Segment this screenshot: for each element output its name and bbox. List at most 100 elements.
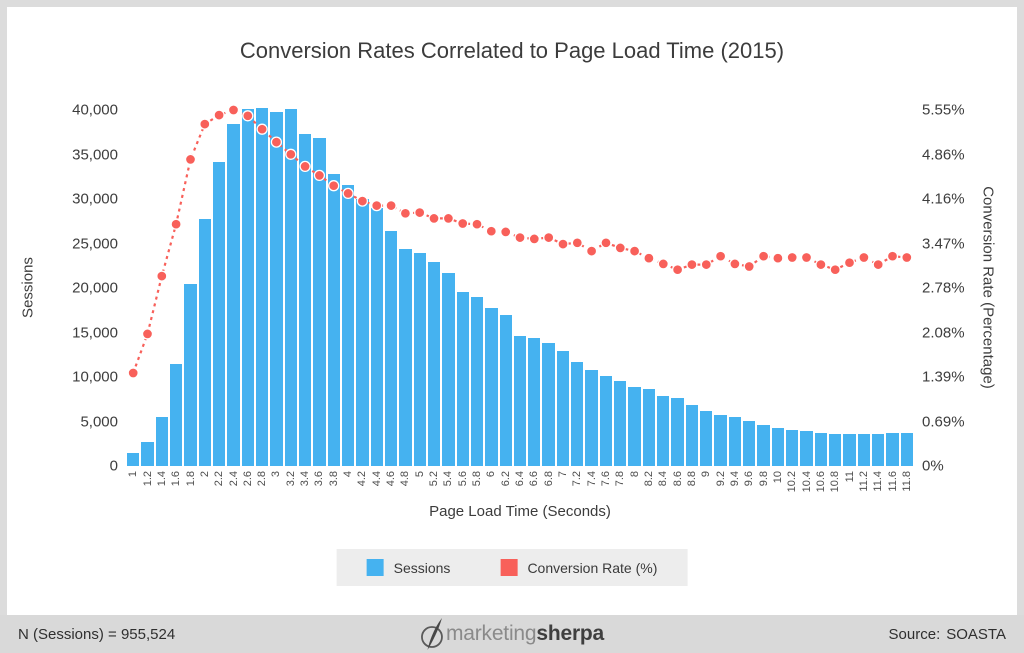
session-bar (442, 272, 455, 466)
footer: N (Sessions) = 955,524 marketing sherpa S… (0, 615, 1024, 653)
x-axis-tick: 2.8 (256, 471, 269, 487)
session-bar (814, 433, 828, 466)
x-axis-tick: 4.6 (385, 471, 398, 487)
conversion-rate-point (270, 136, 283, 148)
conversion-rate-point (184, 153, 197, 166)
legend-swatch (500, 559, 518, 576)
session-bar (413, 253, 426, 466)
conversion-rate-point (256, 123, 268, 135)
x-axis-tick: 6.8 (542, 471, 555, 487)
session-bar (757, 425, 770, 466)
x-axis-tick: 11.8 (900, 471, 913, 492)
session-bar (571, 361, 584, 466)
logo-text-marketing: marketing (445, 622, 537, 645)
session-bar (427, 262, 441, 466)
bars-layer (126, 108, 914, 466)
x-axis-tick: 2 (198, 471, 211, 478)
conversion-rate-point (657, 258, 669, 270)
conversion-rate-point (213, 109, 225, 121)
conversion-rate-point (356, 195, 369, 207)
session-bar (614, 380, 627, 466)
session-bar (298, 134, 312, 466)
session-bar (886, 433, 899, 466)
conversion-rate-point (643, 252, 655, 264)
session-bar (499, 314, 512, 466)
x-axis-tick: 7.2 (571, 471, 584, 487)
session-bar (585, 369, 598, 466)
session-bar (786, 429, 799, 466)
conversion-rate-point (901, 251, 913, 264)
session-bar (327, 174, 340, 466)
y-axis-right-tick: 2.78% (922, 279, 965, 297)
x-axis-tick: 3.2 (284, 471, 297, 487)
x-axis-tick: 9.2 (714, 471, 727, 487)
conversion-rate-point (714, 250, 727, 262)
session-bar (800, 431, 813, 466)
session-bar (528, 337, 541, 466)
x-axis-tick: 4.2 (356, 471, 369, 487)
y-axis-left-tick: 0 (109, 457, 118, 475)
session-bar (642, 389, 656, 466)
session-bar (313, 138, 326, 466)
conversion-rate-point (757, 250, 770, 262)
y-axis-title-left: Sessions (19, 257, 37, 318)
session-bar (399, 248, 412, 466)
x-axis-tick: 9 (700, 471, 713, 478)
conversion-rate-point (671, 264, 684, 276)
conversion-rate-point (428, 212, 440, 225)
session-bar (671, 398, 684, 466)
x-axis-tick: 4.4 (370, 471, 383, 487)
x-axis-tick: 5.6 (456, 471, 469, 487)
source-value: SOASTA (946, 625, 1006, 643)
x-axis-tick: 1.2 (141, 471, 154, 487)
y-axis-right-tick: 0% (922, 457, 944, 475)
marketingsherpa-leaf-icon (421, 618, 443, 650)
conversion-rate-point (614, 242, 626, 254)
session-bar (456, 291, 469, 466)
session-bar (470, 296, 484, 466)
x-axis-tick: 5.4 (442, 471, 455, 487)
logo-text-sherpa: sherpa (536, 622, 605, 645)
x-axis-tick: 3.6 (313, 471, 326, 487)
x-axis-tick: 6.2 (499, 471, 512, 487)
x-axis-tick: 7.8 (614, 471, 627, 487)
session-bar (857, 433, 871, 466)
x-axis-tick: 4 (342, 471, 355, 478)
session-bar (241, 109, 254, 466)
session-bar (599, 376, 613, 466)
x-axis-tick: 10.6 (814, 471, 827, 493)
y-axis-left-tick: 5,000 (80, 413, 118, 430)
x-axis-tick: 9.6 (743, 471, 756, 487)
x-axis-tick: 4.8 (399, 471, 412, 487)
x-axis-tick: 3.8 (327, 471, 340, 487)
session-bar (728, 417, 742, 466)
x-axis-tick: 1.8 (184, 471, 197, 487)
x-axis-tick: 1 (127, 471, 140, 478)
conversion-rate-point (328, 180, 340, 192)
x-axis-tick: 10.2 (786, 471, 799, 493)
page-title: Conversion Rates Correlated to Page Load… (239, 38, 785, 63)
y-axis-right-tick: 4.16% (922, 190, 965, 208)
x-axis-tick: 8.4 (657, 471, 670, 487)
conversion-rate-point (285, 148, 297, 160)
x-axis-tick: 7.4 (585, 471, 598, 487)
x-axis-tick: 6 (485, 471, 498, 478)
y-axis-right-tick: 0.69% (922, 413, 965, 430)
x-axis-tick: 8.8 (685, 471, 698, 487)
conversion-rate-point (886, 250, 899, 262)
conversion-rate-point (571, 237, 583, 249)
session-bar (198, 218, 211, 466)
conversion-rate-point (127, 367, 139, 379)
x-axis-tick: 7 (557, 471, 569, 478)
conversion-rate-point (313, 169, 326, 182)
x-axis-tick: 8.2 (642, 471, 655, 487)
x-axis-tick: 11.2 (857, 471, 870, 492)
session-bar (556, 351, 570, 466)
conversion-rate-point (557, 238, 569, 250)
x-axis-tick: 2.4 (227, 471, 240, 487)
conversion-rate-point (141, 328, 154, 340)
x-axis-title: Page Load Time (Seconds) (429, 503, 611, 520)
conversion-rate-point (528, 233, 540, 245)
session-bar (284, 109, 297, 466)
conversion-rate-point (156, 270, 168, 282)
